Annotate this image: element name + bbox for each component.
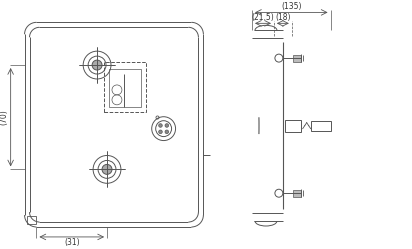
Text: (70): (70) bbox=[0, 109, 8, 125]
Text: (135): (135) bbox=[281, 2, 302, 11]
Circle shape bbox=[165, 124, 169, 127]
Circle shape bbox=[159, 124, 162, 127]
Bar bbox=[104, 62, 146, 112]
Bar bbox=[285, 120, 301, 132]
Circle shape bbox=[92, 60, 102, 70]
Circle shape bbox=[159, 130, 162, 134]
Bar bbox=[293, 190, 301, 197]
Bar bbox=[109, 69, 141, 107]
Bar bbox=[311, 121, 330, 131]
Text: (21.5): (21.5) bbox=[252, 13, 274, 22]
Bar bbox=[293, 55, 301, 62]
Circle shape bbox=[102, 164, 112, 174]
Text: (31): (31) bbox=[64, 238, 80, 248]
Text: (18): (18) bbox=[275, 13, 290, 22]
Bar bbox=[26, 216, 37, 224]
Circle shape bbox=[165, 130, 169, 134]
